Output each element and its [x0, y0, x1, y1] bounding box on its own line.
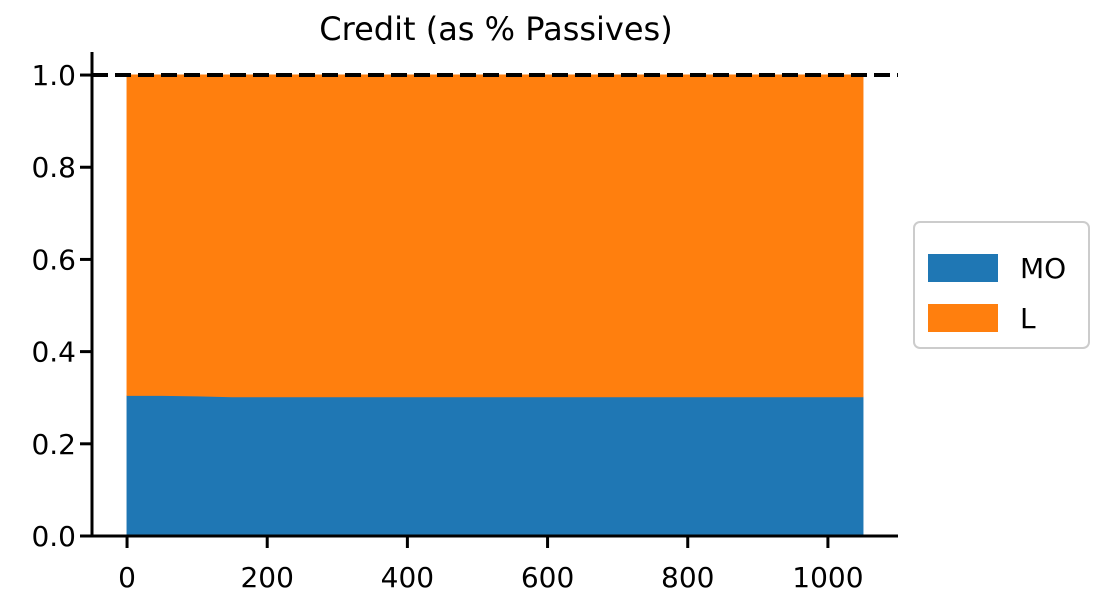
- legend-label-l: L: [1020, 302, 1036, 335]
- area-l: [126, 74, 864, 398]
- x-tick-label: 200: [240, 561, 293, 594]
- chart-title: Credit (as % Passives): [319, 10, 672, 48]
- legend-swatch-mo: [928, 254, 998, 282]
- x-tick-label: 800: [661, 561, 714, 594]
- y-axis-ticks: 0.0 0.2 0.4 0.6 0.8 1.0: [31, 59, 92, 553]
- y-tick-label: 0.0: [31, 520, 76, 553]
- x-tick-label: 0: [118, 561, 136, 594]
- y-tick-label: 0.8: [31, 151, 76, 184]
- axes: [90, 52, 898, 538]
- legend: MO L: [913, 221, 1090, 349]
- y-tick-label: 1.0: [31, 59, 76, 92]
- plot-areas: [126, 74, 864, 537]
- x-tick-label: 600: [521, 561, 574, 594]
- x-tick-label: 400: [381, 561, 434, 594]
- area-mo: [126, 394, 864, 537]
- legend-swatch-l: [928, 304, 998, 332]
- x-axis-ticks: 0 200 400 600 800 1000: [118, 536, 864, 594]
- x-tick-label: 1000: [792, 561, 863, 594]
- legend-label-mo: MO: [1020, 252, 1066, 285]
- y-tick-label: 0.6: [31, 243, 76, 276]
- y-tick-label: 0.2: [31, 428, 76, 461]
- y-tick-label: 0.4: [31, 336, 76, 369]
